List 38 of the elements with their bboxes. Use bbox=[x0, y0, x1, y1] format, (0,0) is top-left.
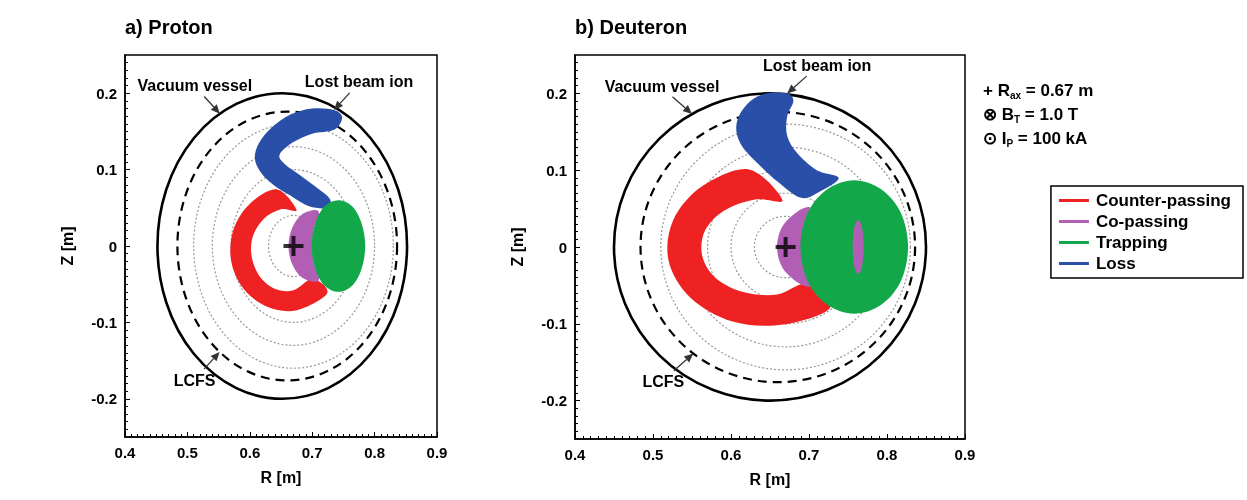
annotation: LCFS bbox=[642, 372, 685, 390]
chart-title: a) Proton bbox=[125, 16, 213, 38]
y-tick-label: -0.1 bbox=[91, 313, 117, 331]
annotation: Vacuum vessel bbox=[137, 77, 253, 95]
x-tick-label: 0.4 bbox=[564, 446, 587, 463]
y-tick-label: 0 bbox=[108, 237, 117, 255]
y-tick-label: 0.2 bbox=[546, 84, 567, 102]
x-tick-label: 0.7 bbox=[301, 444, 323, 461]
y-tick-label: 0 bbox=[558, 238, 567, 256]
x-tick-label: 0.9 bbox=[954, 446, 976, 463]
y-tick-label: 0.2 bbox=[96, 84, 117, 102]
x-tick-label: 0.6 bbox=[239, 444, 261, 461]
y-tick-label: 0.1 bbox=[96, 161, 117, 179]
legend-label: Counter-passing bbox=[1095, 191, 1231, 210]
x-tick-label: 0.9 bbox=[426, 444, 448, 461]
y-axis-title: Z [m] bbox=[508, 227, 526, 267]
x-axis-title: R [m] bbox=[749, 470, 791, 488]
annotation: LCFS bbox=[173, 371, 216, 389]
x-tick-label: 0.5 bbox=[176, 444, 198, 461]
y-tick-label: -0.2 bbox=[541, 392, 567, 410]
legend-label: Loss bbox=[1095, 254, 1136, 273]
y-tick-label: 0.1 bbox=[546, 161, 567, 179]
x-tick-label: 0.5 bbox=[642, 446, 664, 463]
x-tick-label: 0.7 bbox=[798, 446, 820, 463]
y-tick-label: -0.1 bbox=[541, 315, 567, 333]
annotation: Lost beam ion bbox=[762, 56, 872, 74]
y-tick-label: -0.2 bbox=[91, 390, 117, 408]
y-axis-title: Z [m] bbox=[58, 226, 76, 266]
legend-label: Co-passing bbox=[1095, 212, 1189, 231]
x-tick-label: 0.8 bbox=[364, 444, 386, 461]
chart-title: b) Deuteron bbox=[575, 16, 688, 38]
annotation: Vacuum vessel bbox=[604, 77, 720, 95]
annotation: Lost beam ion bbox=[304, 73, 414, 91]
x-tick-label: 0.4 bbox=[114, 444, 137, 461]
x-tick-label: 0.8 bbox=[876, 446, 898, 463]
x-tick-label: 0.6 bbox=[720, 446, 742, 463]
legend-label: Trapping bbox=[1095, 233, 1168, 252]
x-axis-title: R [m] bbox=[260, 468, 302, 486]
